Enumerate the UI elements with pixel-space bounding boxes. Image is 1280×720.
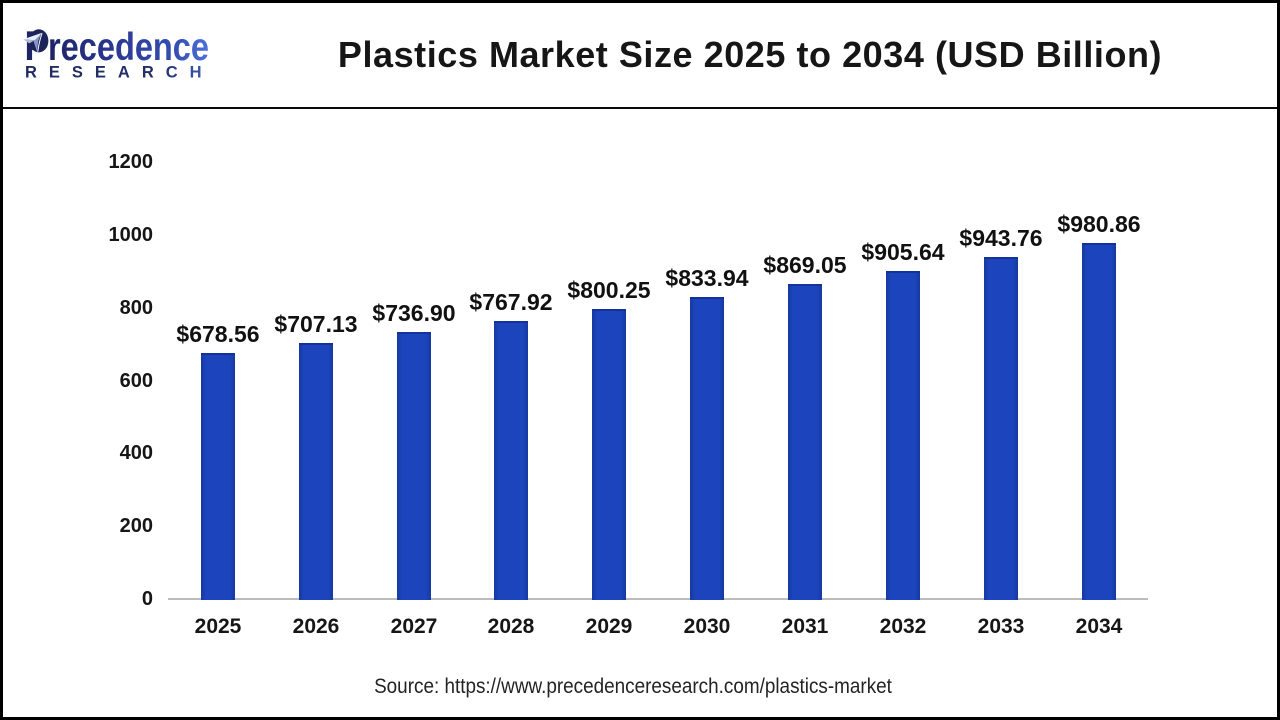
svg-text:RESEARCH: RESEARCH	[25, 64, 214, 82]
svg-text:recedence: recedence	[48, 27, 209, 69]
